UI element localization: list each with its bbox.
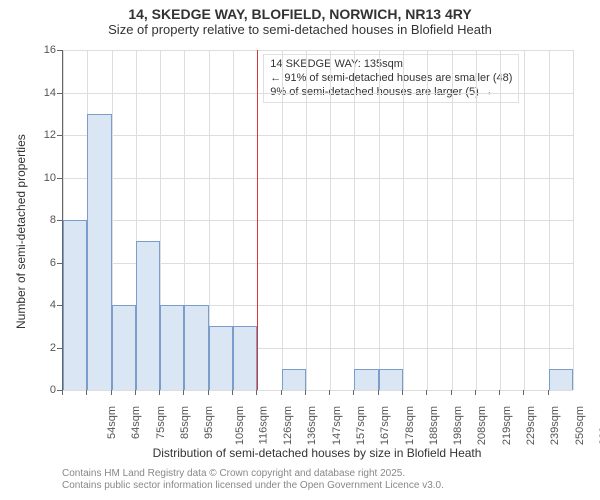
chart-subtitle: Size of property relative to semi-detach… <box>0 22 600 41</box>
gridline-horizontal <box>63 93 573 94</box>
histogram-bar <box>354 369 378 390</box>
histogram-bar <box>87 114 111 390</box>
y-tick-mark <box>57 93 62 94</box>
x-tick-mark <box>378 390 379 395</box>
gridline-vertical <box>282 50 283 390</box>
y-tick-label: 10 <box>0 172 56 184</box>
gridline-vertical <box>403 50 404 390</box>
x-tick-label: 136sqm <box>307 406 319 445</box>
x-tick-mark <box>426 390 427 395</box>
histogram-bar <box>112 305 136 390</box>
gridline-vertical <box>500 50 501 390</box>
x-tick-mark <box>208 390 209 395</box>
y-tick-label: 16 <box>0 44 56 56</box>
x-tick-label: 167sqm <box>379 406 391 445</box>
x-tick-label: 126sqm <box>282 406 294 445</box>
x-tick-mark <box>451 390 452 395</box>
gridline-vertical <box>354 50 355 390</box>
gridline-vertical <box>379 50 380 390</box>
x-tick-label: 116sqm <box>257 406 269 444</box>
gridline-vertical <box>476 50 477 390</box>
y-tick-mark <box>57 220 62 221</box>
histogram-bar <box>549 369 573 390</box>
y-tick-mark <box>57 135 62 136</box>
x-tick-mark <box>499 390 500 395</box>
gridline-vertical <box>524 50 525 390</box>
gridline-vertical <box>452 50 453 390</box>
x-tick-label: 64sqm <box>130 406 142 439</box>
y-tick-label: 6 <box>0 257 56 269</box>
gridline-vertical <box>573 50 574 390</box>
x-tick-label: 229sqm <box>525 406 537 445</box>
attribution-line: Contains public sector information licen… <box>62 480 444 492</box>
x-tick-mark <box>523 390 524 395</box>
y-tick-label: 4 <box>0 299 56 311</box>
x-tick-label: 85sqm <box>179 406 191 439</box>
x-axis-title: Distribution of semi-detached houses by … <box>62 446 572 460</box>
plot-area: 14 SKEDGE WAY: 135sqm ← 91% of semi-deta… <box>62 50 573 391</box>
x-tick-label: 239sqm <box>549 406 561 445</box>
x-tick-mark <box>135 390 136 395</box>
y-tick-mark <box>57 263 62 264</box>
histogram-bar <box>379 369 403 390</box>
y-tick-label: 14 <box>0 87 56 99</box>
gridline-vertical <box>306 50 307 390</box>
gridline-vertical <box>330 50 331 390</box>
y-tick-mark <box>57 305 62 306</box>
y-tick-label: 0 <box>0 384 56 396</box>
gridline-horizontal <box>63 135 573 136</box>
histogram-bar <box>160 305 184 390</box>
x-tick-mark <box>256 390 257 395</box>
y-tick-mark <box>57 348 62 349</box>
x-tick-label: 178sqm <box>404 406 416 445</box>
gridline-vertical <box>549 50 550 390</box>
x-tick-label: 188sqm <box>428 406 440 445</box>
x-tick-mark <box>86 390 87 395</box>
histogram-bar <box>136 241 160 390</box>
chart-container: 14, SKEDGE WAY, BLOFIELD, NORWICH, NR13 … <box>0 0 600 500</box>
gridline-vertical <box>427 50 428 390</box>
gridline-horizontal <box>63 220 573 221</box>
histogram-bar <box>184 305 208 390</box>
y-tick-label: 8 <box>0 214 56 226</box>
y-tick-label: 12 <box>0 129 56 141</box>
histogram-bar <box>233 326 257 390</box>
x-tick-label: 95sqm <box>203 406 215 439</box>
histogram-bar <box>282 369 306 390</box>
y-tick-label: 2 <box>0 342 56 354</box>
gridline-horizontal <box>63 390 573 391</box>
x-tick-label: 75sqm <box>155 406 167 439</box>
x-tick-mark <box>548 390 549 395</box>
y-tick-mark <box>57 178 62 179</box>
attribution-line: Contains HM Land Registry data © Crown c… <box>62 468 444 480</box>
reference-line <box>257 50 258 390</box>
x-tick-label: 54sqm <box>106 406 118 439</box>
x-tick-mark <box>475 390 476 395</box>
x-tick-label: 198sqm <box>452 406 464 445</box>
x-tick-label: 250sqm <box>574 406 586 445</box>
x-tick-mark <box>353 390 354 395</box>
annotation-box: 14 SKEDGE WAY: 135sqm ← 91% of semi-deta… <box>263 54 519 103</box>
gridline-horizontal <box>63 178 573 179</box>
x-tick-mark <box>281 390 282 395</box>
x-tick-mark <box>329 390 330 395</box>
x-tick-mark <box>305 390 306 395</box>
gridline-horizontal <box>63 50 573 51</box>
x-tick-label: 208sqm <box>477 406 489 445</box>
x-tick-mark <box>111 390 112 395</box>
x-tick-mark <box>62 390 63 395</box>
x-tick-mark <box>402 390 403 395</box>
x-tick-mark <box>159 390 160 395</box>
attribution: Contains HM Land Registry data © Crown c… <box>62 468 444 492</box>
histogram-bar <box>209 326 233 390</box>
x-tick-mark <box>183 390 184 395</box>
x-tick-mark <box>232 390 233 395</box>
chart-title: 14, SKEDGE WAY, BLOFIELD, NORWICH, NR13 … <box>0 0 600 22</box>
x-tick-label: 157sqm <box>355 406 367 445</box>
y-tick-mark <box>57 50 62 51</box>
x-tick-label: 219sqm <box>501 406 513 445</box>
histogram-bar <box>63 220 87 390</box>
x-tick-label: 147sqm <box>331 406 343 445</box>
x-tick-label: 105sqm <box>234 406 246 445</box>
